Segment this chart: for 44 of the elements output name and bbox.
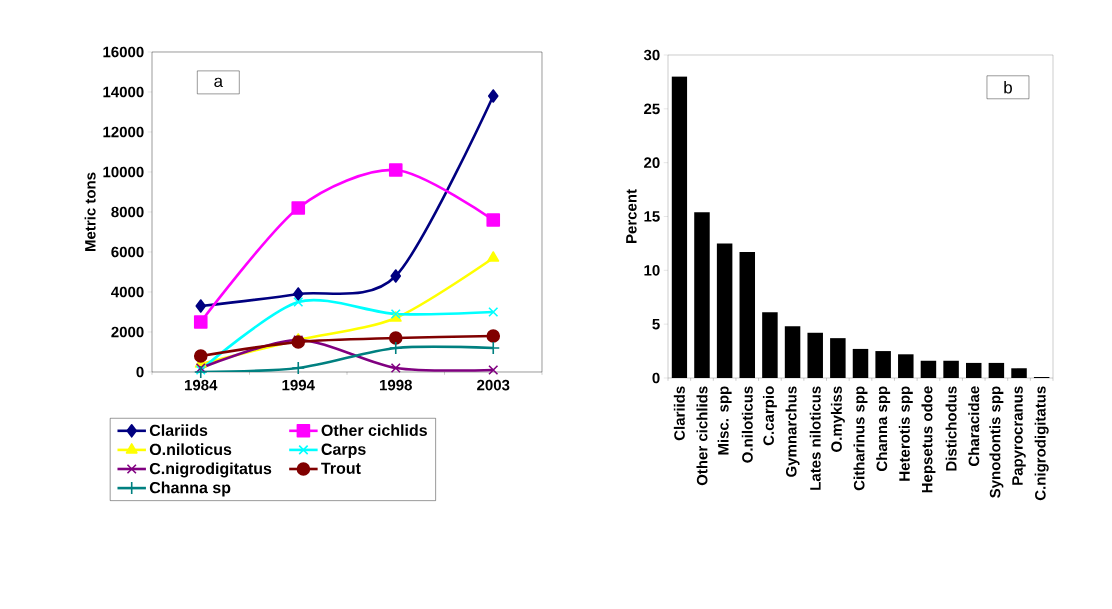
y-tick-label: 10000 xyxy=(103,166,144,178)
annotation: b xyxy=(1004,81,1012,94)
y-tick-label: 10 xyxy=(644,265,660,276)
y-tick-label: 15 xyxy=(644,211,660,222)
y-tick-label: 8000 xyxy=(111,206,144,218)
x-tick-label: Gymnarchus xyxy=(785,386,800,477)
x-tick-label: 2003 xyxy=(477,379,510,391)
x-tick-label: Synodontis spp xyxy=(989,386,1004,498)
x-tick-label: Papyrocranus xyxy=(1012,386,1026,485)
y-axis-title: Percent xyxy=(626,189,637,243)
y-tick-label: 20 xyxy=(644,157,660,168)
x-tick-label: Heterotis spp xyxy=(898,386,913,481)
y-axis-title: Metric tons xyxy=(84,172,96,251)
x-tick-label: O.mykiss xyxy=(830,386,845,452)
legend-label: Carps xyxy=(321,443,366,459)
y-tick-label: 30 xyxy=(643,49,660,61)
y-tick-label: 6000 xyxy=(111,246,144,258)
y-tick-label: 12000 xyxy=(103,126,144,138)
x-tick-label: 1984 xyxy=(185,379,218,391)
x-tick-label: Distichodus xyxy=(945,386,957,471)
x-tick-label: Hepsetus odoe xyxy=(921,386,936,493)
y-tick-label: 5 xyxy=(652,318,660,330)
legend-label: Trout xyxy=(321,462,361,474)
y-tick-label: 14000 xyxy=(103,86,144,98)
x-tick-label: Clariids xyxy=(673,386,685,441)
x-tick-label: Channa spp xyxy=(876,386,891,472)
x-tick-label: Citharinus spp xyxy=(853,386,868,491)
x-tick-label: Characidae xyxy=(968,386,980,467)
x-tick-label: Lates niloticus xyxy=(809,386,821,490)
legend-label: Channa sp xyxy=(149,481,231,497)
x-tick-label: C.nigrodigitatus xyxy=(1034,386,1049,501)
y-tick-label: 25 xyxy=(644,103,660,115)
x-tick-label: C.carpio xyxy=(762,386,777,446)
x-tick-label: Other cichlids xyxy=(696,386,708,486)
x-tick-label: 1998 xyxy=(380,379,412,391)
x-tick-label: O.niloticus xyxy=(741,386,753,463)
y-tick-label: 0 xyxy=(136,366,144,378)
y-tick-label: 2000 xyxy=(111,326,144,338)
annotation: a xyxy=(214,77,224,88)
x-tick-label: 1994 xyxy=(282,379,315,391)
y-tick-label: 16000 xyxy=(103,46,144,58)
x-tick-label: Misc. spp xyxy=(717,386,732,455)
y-tick-label: 0 xyxy=(652,372,660,384)
y-tick-label: 4000 xyxy=(111,286,144,298)
